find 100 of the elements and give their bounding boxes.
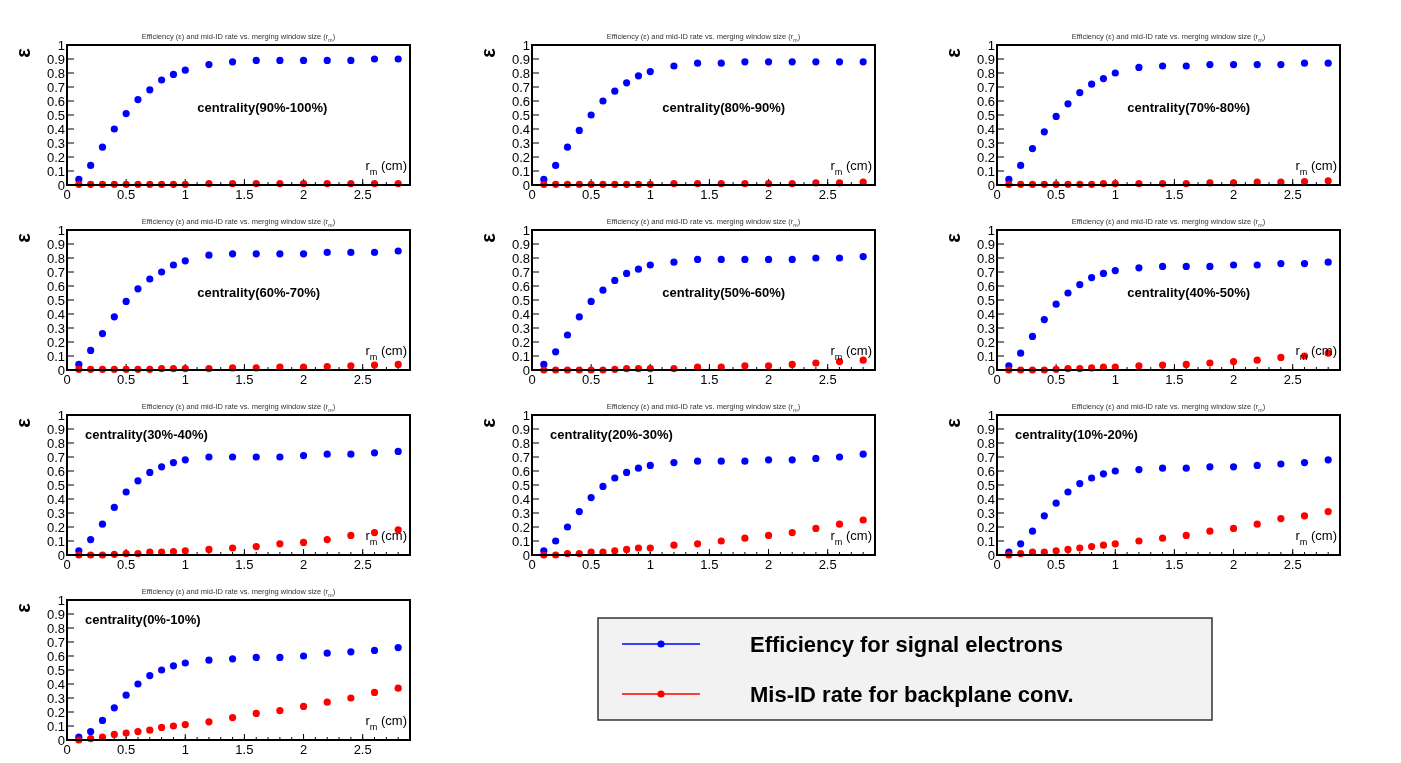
point: [1135, 537, 1143, 545]
y-tick-label: 0.7: [46, 264, 65, 280]
annotation: centrality(30%-40%): [85, 427, 208, 442]
point: [835, 254, 844, 262]
x-tick-label: 2.5: [353, 187, 372, 202]
point: [1135, 63, 1143, 71]
point: [347, 248, 355, 256]
point: [670, 62, 678, 70]
point: [252, 453, 260, 461]
point: [764, 255, 773, 263]
x-tick-label: 1: [181, 187, 189, 202]
x-tick-label: 0.5: [1047, 557, 1066, 572]
point: [323, 649, 331, 657]
point: [299, 250, 308, 258]
point: [670, 459, 678, 467]
x-tick-label: 2: [764, 372, 773, 387]
y-tick-label: 0.6: [46, 648, 65, 664]
point: [1158, 62, 1167, 70]
point: [1017, 349, 1025, 357]
y-tick-label: 0.8: [976, 435, 995, 451]
point: [646, 544, 654, 552]
point: [859, 450, 867, 458]
x-tick-label: 2.5: [818, 372, 837, 387]
y-tick-label: 0.9: [46, 51, 65, 67]
point: [646, 461, 654, 469]
x-tick-label: 1.5: [700, 372, 719, 387]
annotation: centrality(40%-50%): [1127, 285, 1251, 301]
x-tick-label: 2: [1229, 372, 1238, 387]
point: [181, 456, 189, 464]
point: [370, 688, 379, 696]
point: [552, 348, 560, 356]
point: [1017, 161, 1025, 169]
point: [611, 87, 619, 95]
point: [323, 248, 331, 256]
point: [1158, 262, 1167, 270]
y-tick-label: 0.8: [976, 65, 995, 81]
point: [812, 254, 820, 262]
point: [634, 265, 643, 273]
point: [1028, 527, 1037, 535]
y-tick-label: 0.9: [976, 236, 995, 252]
point: [252, 250, 260, 258]
point: [717, 537, 725, 545]
point: [741, 457, 749, 465]
point: [599, 482, 607, 490]
point: [788, 529, 796, 537]
point: [122, 110, 130, 118]
point: [169, 459, 178, 467]
y-tick-label: 0.7: [511, 79, 530, 95]
point: [87, 536, 95, 544]
point: [370, 646, 379, 654]
point: [693, 540, 702, 548]
y-tick-label: 0.2: [511, 149, 530, 165]
y-tick-label: 0.3: [46, 135, 65, 151]
point: [552, 537, 560, 545]
y-tick-label: 0.8: [976, 250, 995, 266]
y-tick-label: 0.2: [46, 519, 65, 535]
y-tick-label: 1: [987, 222, 995, 238]
point: [1182, 531, 1190, 539]
x-tick-label: 1.5: [235, 557, 254, 572]
point: [299, 538, 308, 546]
point: [623, 79, 631, 87]
x-tick-label: 0.5: [117, 372, 136, 387]
point: [1088, 80, 1096, 88]
point: [181, 66, 189, 74]
point: [299, 56, 308, 64]
y-tick-label: 0.4: [46, 491, 65, 507]
point: [205, 656, 213, 664]
point: [1206, 463, 1214, 471]
x-tick-label: 1.5: [235, 372, 254, 387]
point: [228, 58, 237, 66]
y-tick-label: 0.7: [511, 264, 530, 280]
y-tick-label: 0.4: [511, 306, 530, 322]
point: [276, 707, 284, 715]
y-tick-label: 0.3: [511, 320, 530, 336]
point: [158, 666, 166, 674]
point: [788, 456, 796, 464]
x-tick-label: 1.5: [1165, 187, 1184, 202]
y-tick-label: 0.3: [511, 135, 530, 151]
y-tick-label: 0.6: [976, 463, 995, 479]
y-tick-label: 0.5: [511, 107, 530, 123]
point: [1099, 470, 1108, 478]
x-tick-label: 1: [646, 557, 654, 572]
point: [1064, 289, 1072, 297]
x-tick-label: 2.5: [353, 557, 372, 572]
y-tick-label: 0.6: [46, 278, 65, 294]
point: [623, 468, 631, 476]
point: [276, 250, 284, 258]
point: [1277, 460, 1285, 468]
point: [1017, 540, 1025, 548]
x-tick-label: 1: [1111, 372, 1119, 387]
x-tick-label: 0.5: [1047, 372, 1066, 387]
y-tick-label: 0.6: [511, 278, 530, 294]
point: [1064, 545, 1072, 553]
point: [169, 70, 178, 78]
annotation: centrality(90%-100%): [197, 100, 328, 116]
y-tick-label: 0.5: [46, 107, 65, 123]
point: [1324, 508, 1332, 516]
point: [764, 362, 773, 370]
y-tick-label: 0.9: [46, 236, 65, 252]
point: [169, 662, 178, 670]
